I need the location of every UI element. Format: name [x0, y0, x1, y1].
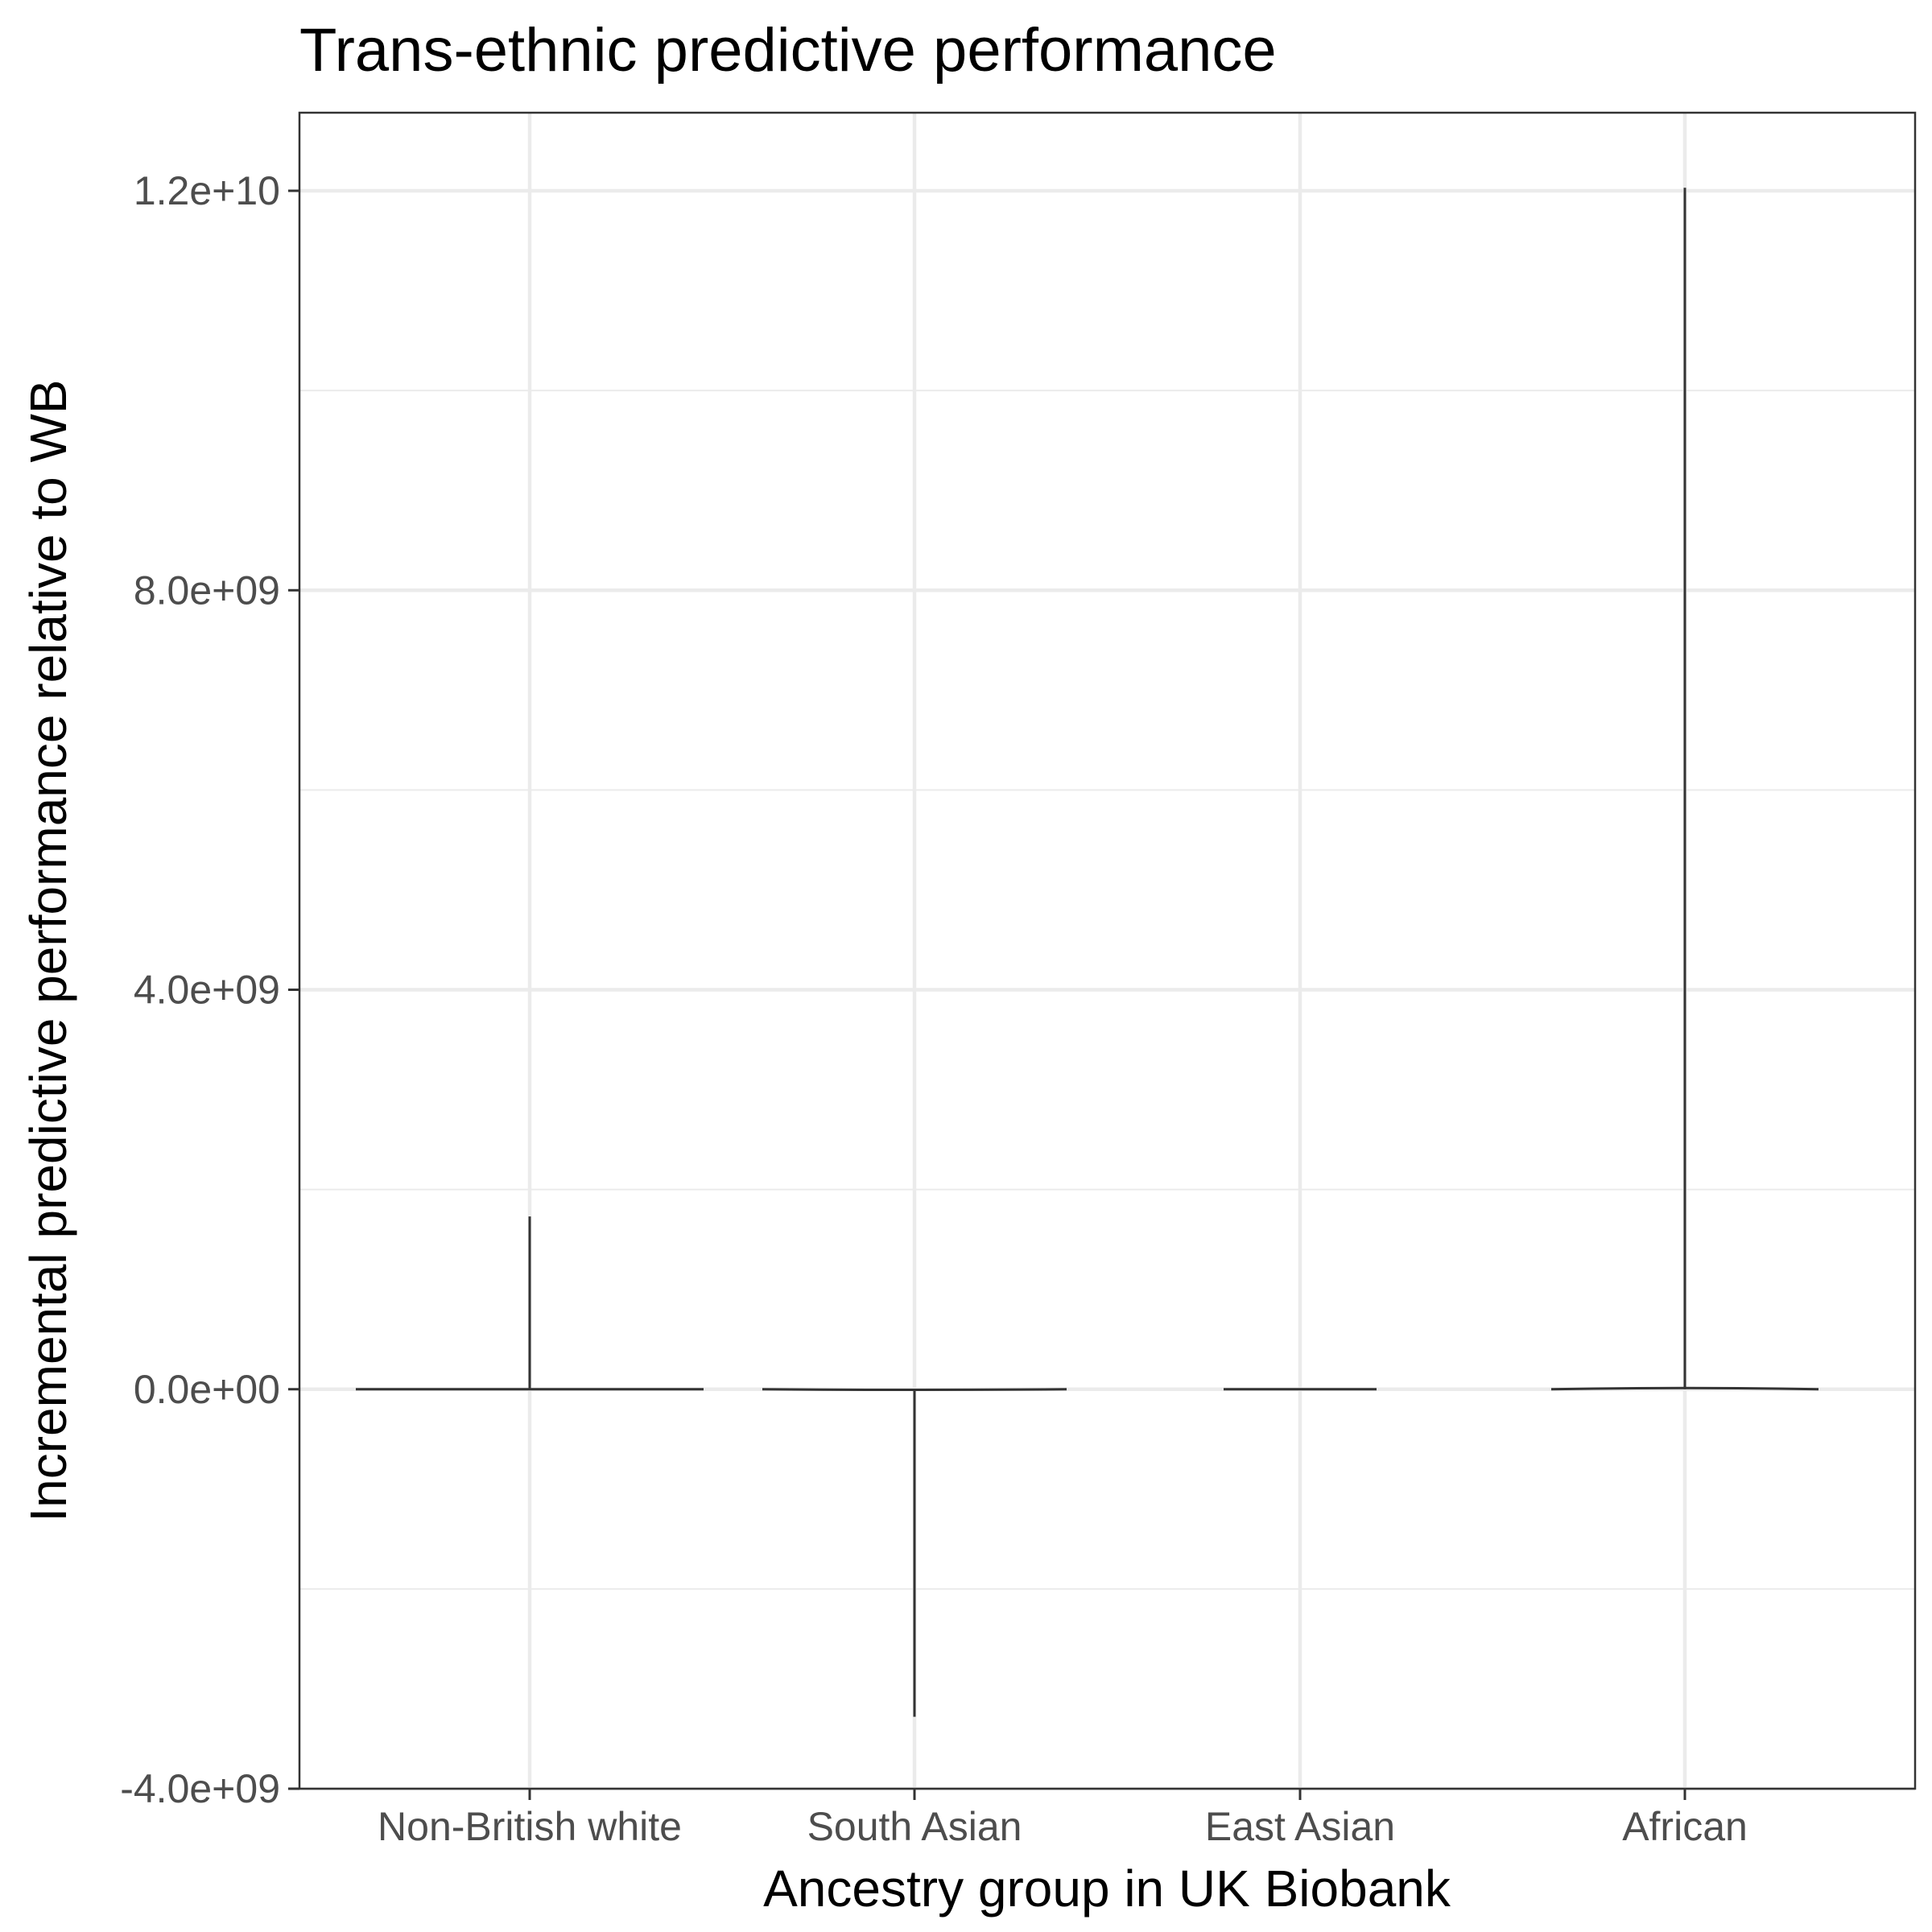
- y-axis: -4.0e+09 0.0e+00 4.0e+09 8.0e+09 1.2e+10: [120, 168, 299, 1811]
- y-tick-label: 8.0e+09: [134, 568, 280, 613]
- x-axis: Non-British white South Asian East Asian Af…: [378, 1789, 1748, 1849]
- x-axis-title: Ancestry group in UK Biobank: [763, 1860, 1451, 1918]
- y-tick-label: 4.0e+09: [134, 968, 280, 1013]
- violin-south-asian: [762, 1388, 1067, 1717]
- x-tick-label: Non-British white: [378, 1804, 682, 1849]
- violins: [356, 188, 1819, 1717]
- chart-title: Trans-ethnic predictive performance: [299, 16, 1277, 85]
- y-axis-title: Incremental predictive performance relat…: [19, 379, 77, 1521]
- x-tick-label: African: [1622, 1804, 1748, 1849]
- y-tick-label: 1.2e+10: [134, 168, 280, 213]
- x-tick-label: East Asian: [1205, 1804, 1395, 1849]
- minor-grid: [299, 390, 1915, 1590]
- x-tick-label: South Asian: [807, 1804, 1022, 1849]
- violin-non-british-white: [356, 1216, 704, 1391]
- y-tick-label: -4.0e+09: [120, 1766, 280, 1811]
- violin-african: [1550, 188, 1819, 1391]
- panel-border: [298, 111, 1917, 1790]
- y-tick-label: 0.0e+00: [134, 1367, 280, 1412]
